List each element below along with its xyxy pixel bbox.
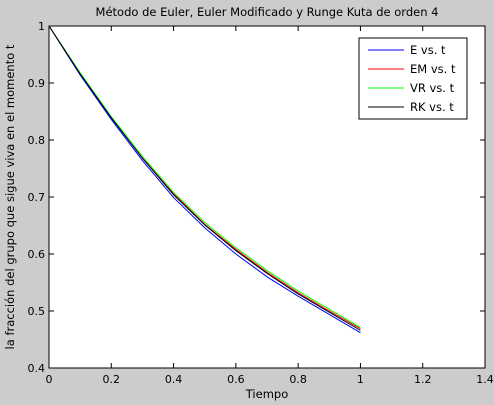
y-tick-label: 0.8: [28, 134, 46, 147]
series-line-4: [48, 25, 361, 331]
legend-box: [358, 37, 468, 120]
y-tick-label: 0.7: [28, 191, 46, 204]
legend-label-2: EM vs. t: [410, 62, 456, 76]
x-tick-label: 0.4: [165, 373, 183, 386]
y-tick-label: 1: [38, 20, 45, 33]
series-line-1: [48, 25, 361, 334]
y-tick-label: 0.4: [28, 362, 46, 375]
legend-label-1: E vs. t: [410, 43, 446, 57]
y-axis-label: la fracción del grupo que sigue viva en …: [3, 44, 17, 349]
ticks-group: 0 0.2 0.4 0.6 0.8 1 1.2 1.4 0.4 0.5 0.6 0.7 0.8 0.9 1: [28, 20, 494, 386]
x-tick-label: 1.2: [414, 373, 432, 386]
x-tick-label: 0.6: [227, 373, 245, 386]
legend-label-3: VR vs. t: [410, 81, 455, 95]
legend-entries: E vs. t EM vs. t VR vs. t RK vs. t: [368, 43, 456, 114]
x-tick-label: 0: [46, 373, 53, 386]
x-tick-label: 1: [357, 373, 364, 386]
x-tick-label: 1.4: [476, 373, 494, 386]
y-tick-label: 0.6: [28, 248, 46, 261]
series-group: [48, 25, 361, 334]
y-tick-label: 0.9: [28, 77, 46, 90]
legend: E vs. t EM vs. t VR vs. t RK vs. t: [358, 37, 468, 120]
chart-title: Método de Euler, Euler Modificado y Rung…: [96, 5, 439, 19]
y-tick-label: 0.5: [28, 305, 46, 318]
x-axis-label: Tiempo: [245, 387, 288, 401]
series-line-3: [48, 25, 361, 328]
legend-label-4: RK vs. t: [410, 100, 454, 114]
x-tick-label: 0.2: [103, 373, 121, 386]
x-tick-label: 0.8: [289, 373, 307, 386]
